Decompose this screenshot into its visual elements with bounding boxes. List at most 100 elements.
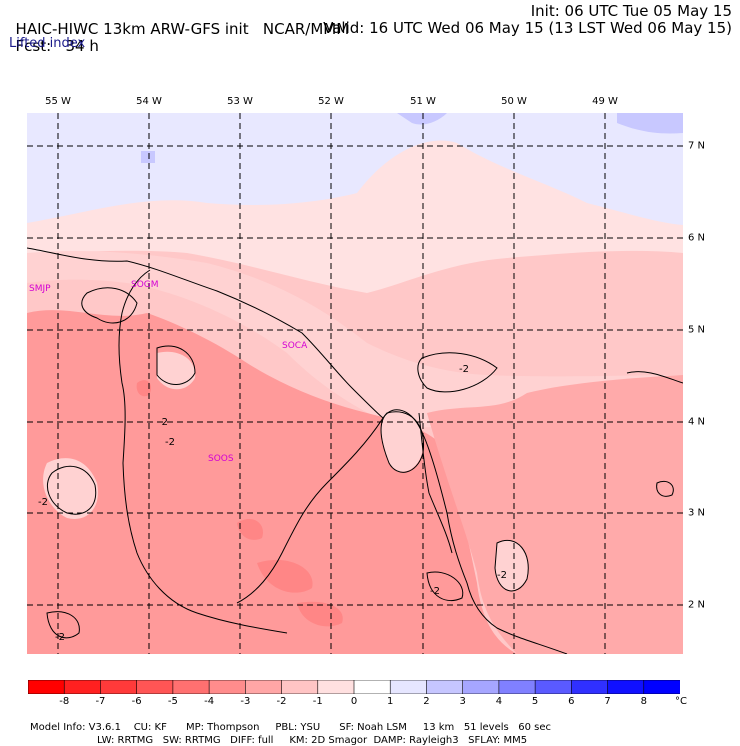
- org-label: NCAR/MMM: [262, 20, 350, 38]
- station-label: SOGM: [131, 280, 159, 290]
- colorbar: [28, 680, 680, 694]
- lon-label: 50 W: [501, 96, 527, 107]
- model-title: HAIC-HIWC 13km ARW-GFS init: [15, 20, 249, 38]
- lon-label: 51 W: [410, 96, 436, 107]
- field-dark-patch: [257, 559, 313, 593]
- lon-label: 49 W: [592, 96, 618, 107]
- field-dark-patch: [237, 518, 263, 540]
- info-dt: 60 sec: [518, 722, 552, 733]
- lat-label: 5 N: [688, 324, 706, 336]
- fcst-value: 34 h: [65, 37, 99, 55]
- init-time: Init: 06 UTC Tue 05 May 15: [530, 2, 732, 20]
- colorbar-swatch: [389, 680, 428, 694]
- border-suriname-fr-guiana: [118, 269, 288, 634]
- info-sw: SW: RRTMG: [162, 735, 221, 746]
- colorbar-tick-label: 8: [640, 696, 647, 707]
- info-sf: SF: Noah LSM: [339, 722, 407, 733]
- info-pbl: PBL: YSU: [275, 722, 321, 733]
- lon-label: 54 W: [136, 96, 162, 107]
- colorbar-swatch: [571, 680, 609, 694]
- info-km: KM: 2D Smagor: [289, 735, 368, 746]
- lat-label: 4 N: [688, 416, 706, 428]
- border-river: [418, 412, 453, 554]
- lon-label: 53 W: [227, 96, 253, 107]
- model-info-line-1: Model Info: V3.6.1 CU: KF MP: Thompson P…: [30, 711, 551, 733]
- info-cu: CU: KF: [133, 722, 167, 733]
- colorbar-tick-label: 3: [459, 696, 466, 707]
- coastline: [27, 247, 568, 654]
- contour-line: [156, 345, 196, 385]
- info-levels: 51 levels: [463, 722, 509, 733]
- colorbar-tick-label: -2: [276, 696, 287, 707]
- colorbar-swatch: [28, 680, 66, 694]
- field-negative-region: [427, 375, 683, 654]
- info-damp: DAMP: Rayleigh3: [373, 735, 459, 746]
- colorbar-tick-label: -7: [95, 696, 106, 707]
- colorbar-swatch: [607, 680, 645, 694]
- lat-label: 3 N: [688, 507, 706, 519]
- contour-line: [426, 571, 464, 602]
- header-line-1-left: HAIC-HIWC 13km ARW-GFS init NCAR/MMM: [6, 2, 350, 38]
- contour-label: -2: [497, 570, 507, 581]
- colorbar-swatch: [281, 680, 319, 694]
- info-mp: MP: Thompson: [185, 722, 260, 733]
- colorbar-tick-label: 1: [387, 696, 394, 707]
- colorbar-tick-label: -4: [204, 696, 215, 707]
- lon-label: 52 W: [318, 96, 344, 107]
- field-light-patch: [157, 351, 196, 390]
- colorbar-swatch: [426, 680, 464, 694]
- colorbar-swatch: [245, 680, 283, 694]
- contour-line: [47, 465, 97, 515]
- lifted-index-map: [27, 113, 683, 654]
- station-label: SMJP: [29, 284, 51, 294]
- colorbar-swatch: [353, 680, 392, 694]
- fcst-label: Fcst:: [15, 37, 52, 55]
- colorbar-tick-label: 7: [604, 696, 611, 707]
- field-blue-patch: [617, 113, 683, 134]
- lat-label: 6 N: [688, 232, 706, 244]
- contour-line: [81, 287, 138, 324]
- contour-label: -2: [459, 364, 469, 375]
- colorbar-swatch: [208, 680, 247, 694]
- field-near-zero-band: [27, 140, 683, 293]
- colorbar-tick-label: -8: [59, 696, 70, 707]
- field-blue-patch: [397, 113, 447, 125]
- colorbar-swatch: [462, 680, 500, 694]
- station-label: SOCA: [282, 341, 308, 351]
- border-fr-guiana-brazil: [236, 417, 384, 604]
- lat-label: 2 N: [688, 599, 706, 611]
- colorbar-tick-label: -6: [131, 696, 142, 707]
- station-label: SOOS: [208, 454, 234, 464]
- info-res: 13 km: [422, 722, 455, 733]
- colorbar-swatch: [63, 680, 102, 694]
- info-diff: DIFF: full: [230, 735, 274, 746]
- colorbar-tick-label: 0: [350, 696, 358, 707]
- contour-label: -2: [430, 586, 440, 597]
- lon-label: 55 W: [45, 96, 71, 107]
- contour-line: [417, 352, 498, 393]
- info-lw: LW: RRTMG: [97, 735, 154, 746]
- contour-label: -2: [38, 497, 48, 508]
- contour-line: [626, 371, 683, 384]
- field-dark-patch: [136, 380, 152, 397]
- graticule: [27, 113, 683, 654]
- colorbar-tick-label: -5: [167, 696, 178, 707]
- contour-label: -2: [158, 417, 168, 428]
- valid-time: Valid: 16 UTC Wed 06 May 15 (13 LST Wed …: [323, 19, 732, 37]
- colorbar-unit: °C: [675, 696, 687, 707]
- colorbar-tick-label: 2: [423, 696, 430, 707]
- colorbar-swatch: [317, 680, 355, 694]
- colorbar-swatch: [643, 680, 680, 694]
- colorbar-swatch: [100, 680, 138, 694]
- field-light-patch: [495, 540, 528, 591]
- contour-label: -2: [165, 437, 175, 448]
- contour-label: -2: [55, 632, 65, 643]
- contour-line: [656, 480, 674, 497]
- info-sflay: SFLAY: MM5: [468, 735, 528, 746]
- forecast-hour: Fcst: 34 h: [6, 19, 99, 55]
- field-blue-patch: [141, 151, 155, 163]
- colorbar-swatch: [136, 680, 174, 694]
- field-light-patch: [381, 412, 423, 472]
- lat-label: 7 N: [688, 140, 706, 152]
- colorbar-tick-label: 4: [495, 696, 503, 707]
